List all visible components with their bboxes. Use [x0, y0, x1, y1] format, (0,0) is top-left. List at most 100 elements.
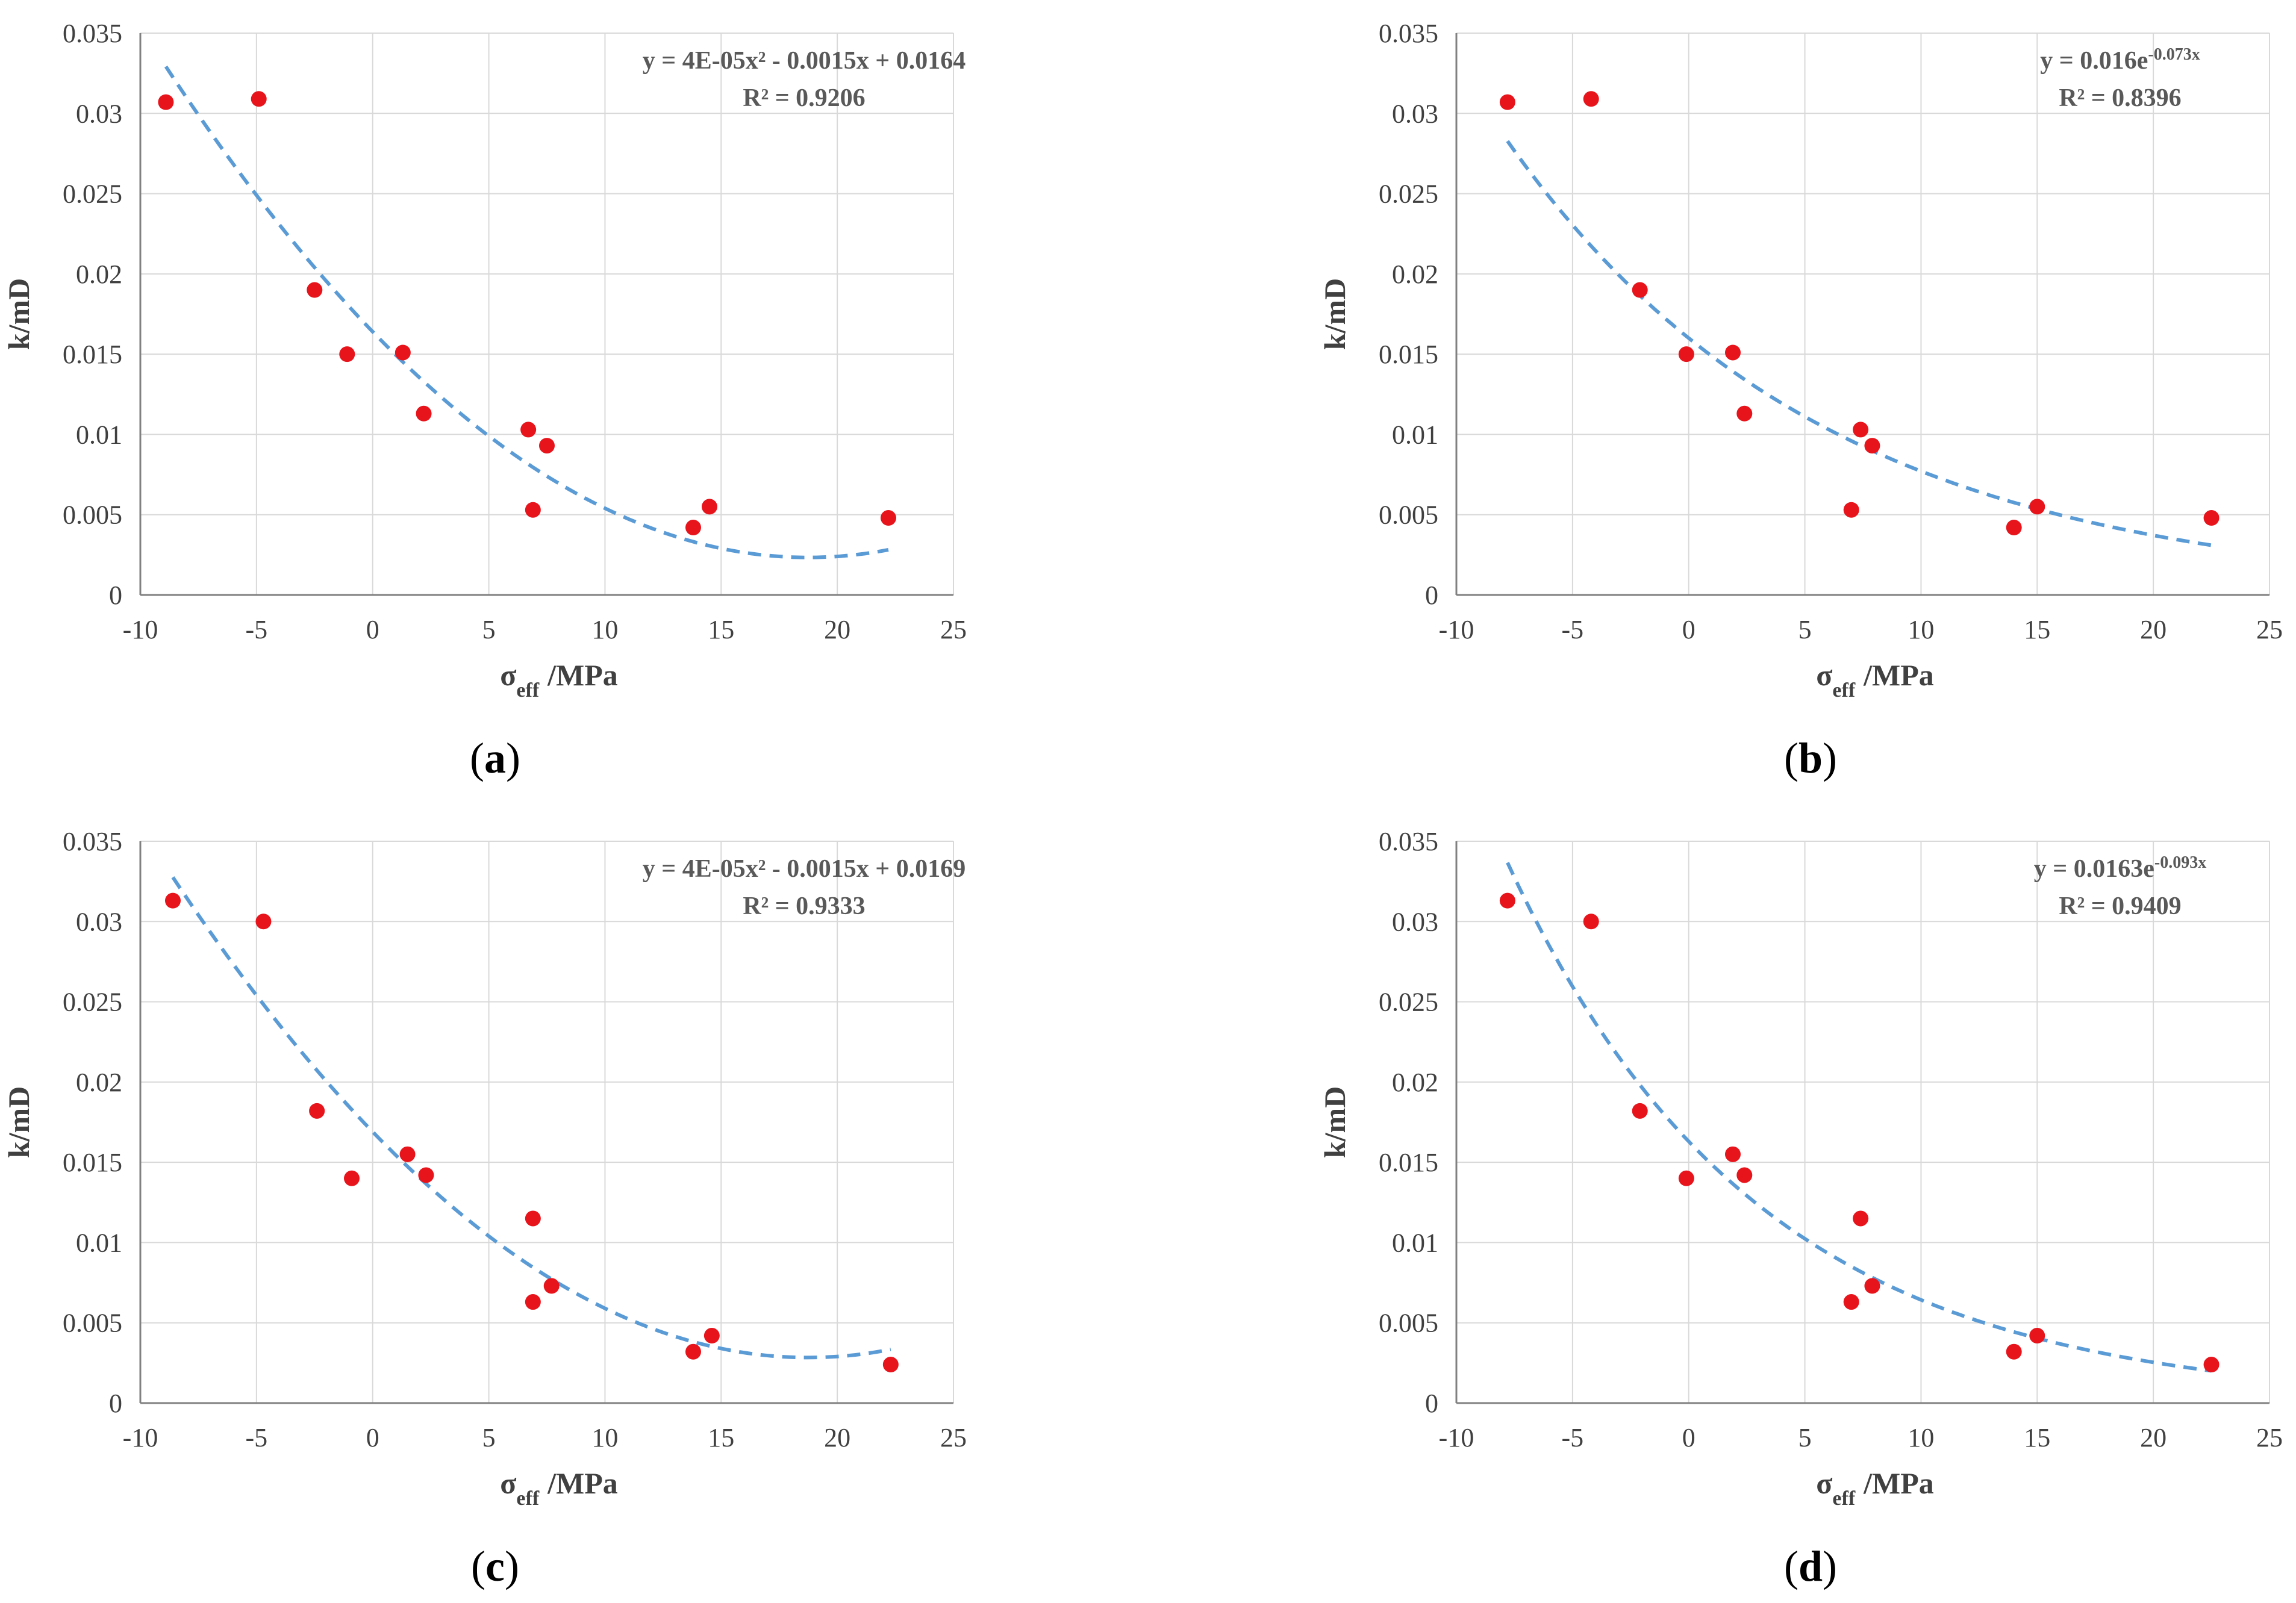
data-point: [339, 346, 355, 363]
x-tick-label: 0: [1682, 615, 1695, 644]
trendline: [1506, 140, 2212, 547]
x-tick-label: 20: [2140, 615, 2167, 644]
x-tick-label: -5: [246, 615, 268, 644]
x-tick-label: 0: [1682, 1423, 1695, 1452]
x-tick-label: -5: [1562, 615, 1584, 644]
y-tick-label: 0.015: [1379, 340, 1438, 369]
data-point: [1843, 1294, 1859, 1310]
x-tick-label: 5: [1798, 615, 1812, 644]
x-tick-label: 15: [708, 1423, 734, 1452]
x-axis-label: σeff/MPa: [500, 1466, 618, 1510]
data-point: [525, 502, 541, 518]
trendline: [1506, 862, 2212, 1373]
y-tick-label: 0.01: [76, 1228, 122, 1257]
y-tick-label: 0.02: [76, 260, 122, 289]
data-point: [255, 914, 272, 930]
x-tick-label: -5: [246, 1423, 268, 1452]
x-tick-label: 25: [2256, 1423, 2283, 1452]
x-tick-label: 20: [824, 615, 850, 644]
data-point: [251, 91, 267, 107]
caption-c: (c): [471, 1542, 519, 1590]
data-point: [525, 1210, 541, 1227]
data-point: [2203, 1357, 2220, 1373]
x-tick-label: 10: [1908, 1423, 1934, 1452]
x-tick-label: 20: [2140, 1423, 2167, 1452]
data-point: [1736, 405, 1753, 422]
data-point: [1678, 346, 1694, 363]
trendline-equation: y = 0.016e-0.073x: [2040, 45, 2200, 75]
x-axis-label: σeff/MPa: [500, 658, 618, 702]
x-tick-label: 25: [940, 615, 967, 644]
y-tick-label: 0.035: [1379, 19, 1438, 48]
x-tick-label: 10: [591, 1423, 618, 1452]
trendline-equation: y = 4E-05x² - 0.0015x + 0.0164: [643, 47, 966, 75]
x-tick-label: 25: [940, 1423, 967, 1452]
x-tick-label: 15: [2024, 615, 2050, 644]
data-point: [1583, 91, 1599, 107]
x-tick-label: 20: [824, 1423, 850, 1452]
x-tick-label: 10: [591, 615, 618, 644]
y-tick-label: 0: [1425, 581, 1438, 610]
x-tick-label: 15: [2024, 1423, 2050, 1452]
trendline-equation: y = 0.0163e-0.093x: [2034, 853, 2206, 883]
chart-panel-b: 0 0.005 0.01 0.015 0.02 0.025 0.03 0.035 -10 -5 0 5…: [1318, 19, 2283, 702]
y-tick-label: 0.005: [63, 500, 122, 530]
data-point: [1632, 282, 1648, 298]
y-tick-label: 0.035: [1379, 827, 1438, 856]
x-tick-label: 5: [482, 615, 496, 644]
caption-b: (b): [1783, 734, 1837, 782]
y-tick-label: 0.025: [1379, 988, 1438, 1017]
y-tick-label: 0.03: [1392, 99, 1438, 128]
x-tick-label: -10: [123, 1423, 158, 1452]
data-point: [418, 1167, 434, 1183]
x-tick-label: 25: [2256, 615, 2283, 644]
y-tick-label: 0.025: [1379, 179, 1438, 209]
y-tick-label: 0: [1425, 1389, 1438, 1418]
data-point: [1843, 502, 1859, 518]
x-tick-label: 5: [482, 1423, 496, 1452]
data-point: [1678, 1170, 1694, 1186]
y-tick-label: 0: [109, 581, 122, 610]
r-squared: R² = 0.8396: [2059, 84, 2181, 112]
x-tick-label: -10: [123, 615, 158, 644]
y-tick-label: 0.01: [76, 420, 122, 449]
data-point: [344, 1170, 360, 1186]
y-tick-label: 0.025: [63, 179, 122, 209]
data-point: [1499, 94, 1515, 110]
chart-panel-d: 0 0.005 0.01 0.015 0.02 0.025 0.03 0.035 -10 -5 0 5…: [1318, 827, 2283, 1510]
data-point: [395, 344, 411, 361]
y-tick-label: 0.035: [63, 19, 122, 48]
data-point: [1583, 914, 1599, 930]
y-axis-label: k/mD: [1318, 1086, 1352, 1158]
y-tick-label: 0.03: [76, 99, 122, 128]
trendline: [171, 876, 891, 1360]
y-tick-label: 0.015: [63, 340, 122, 369]
x-tick-label: 0: [366, 1423, 379, 1452]
data-point: [1725, 1146, 1741, 1162]
r-squared: R² = 0.9409: [2059, 892, 2181, 920]
data-point: [309, 1103, 325, 1119]
data-point: [1499, 892, 1515, 909]
data-point: [2029, 1328, 2045, 1344]
r-squared: R² = 0.9206: [743, 84, 865, 112]
y-tick-label: 0.01: [1392, 420, 1438, 449]
data-point: [882, 1357, 899, 1373]
x-tick-label: 10: [1908, 615, 1934, 644]
data-point: [702, 499, 717, 515]
data-point: [158, 94, 174, 110]
data-point: [1736, 1167, 1753, 1183]
data-point: [307, 282, 323, 298]
x-tick-label: 15: [708, 615, 734, 644]
chart-panel-c: 0 0.005 0.01 0.015 0.02 0.025 0.03 0.035 -10 -5 0 5…: [2, 827, 967, 1510]
x-tick-label: 0: [366, 615, 379, 644]
x-axis-label: σeff/MPa: [1816, 1466, 1934, 1510]
y-tick-label: 0.005: [1379, 1309, 1438, 1338]
y-tick-label: 0.015: [63, 1148, 122, 1177]
y-axis-label: k/mD: [2, 1086, 36, 1158]
data-point: [1864, 438, 1880, 454]
y-axis-label: k/mD: [1318, 278, 1352, 350]
data-point: [1632, 1103, 1648, 1119]
chart-panel-a: 0 0.005 0.01 0.015 0.02 0.025 0.03 0.035 -10 -5 0 5…: [2, 19, 967, 702]
data-point: [416, 405, 432, 422]
